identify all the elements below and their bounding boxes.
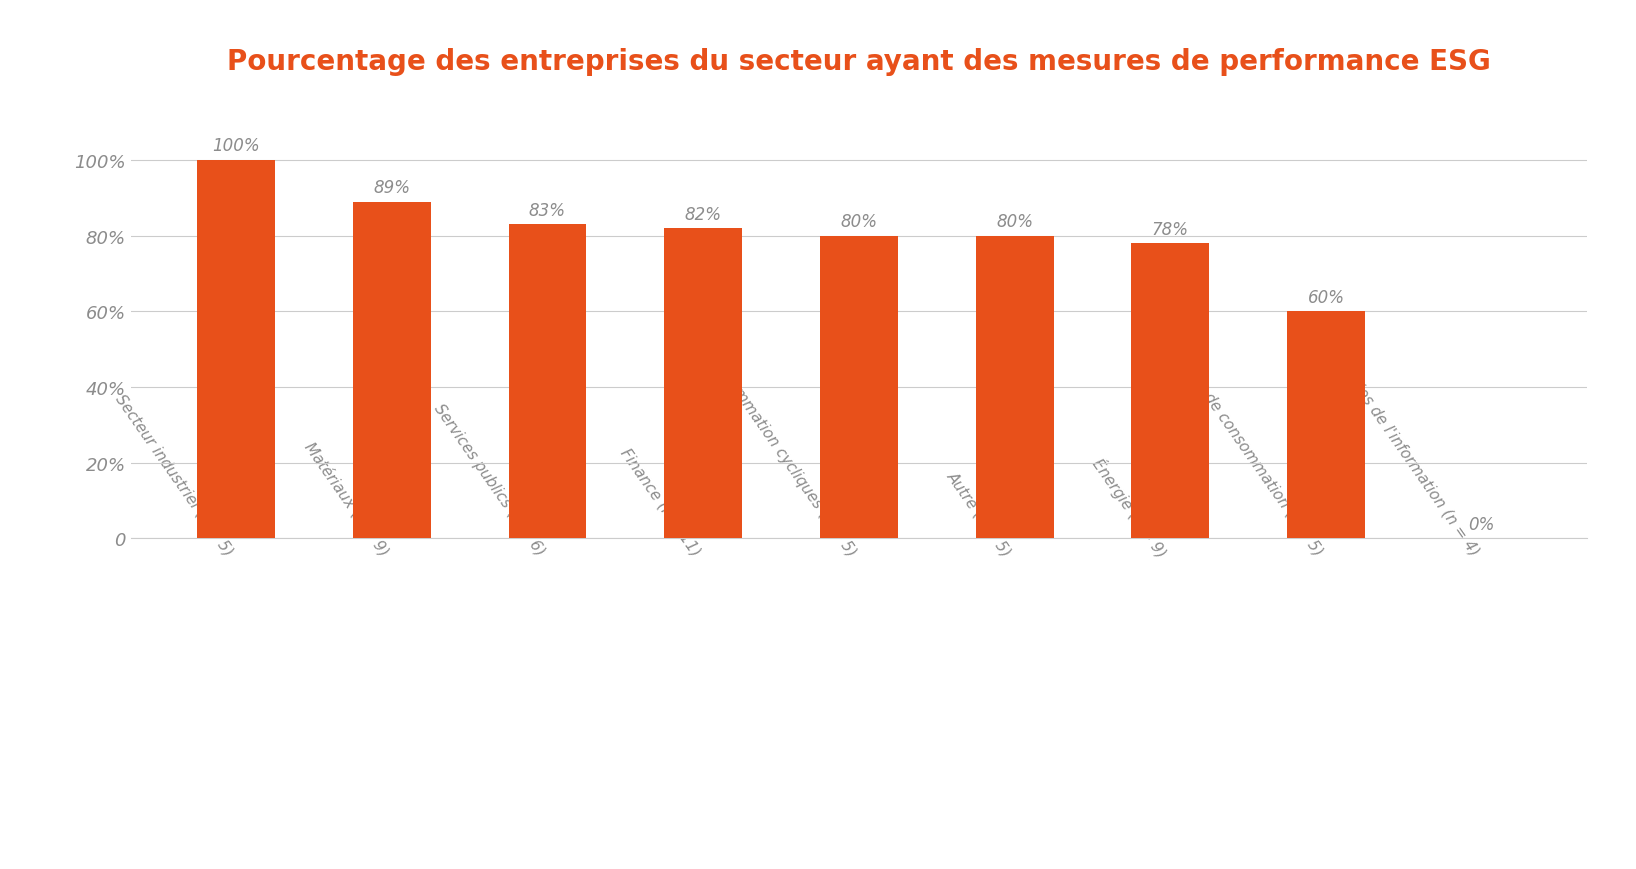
Bar bbox=[509, 225, 586, 539]
Bar bbox=[1288, 312, 1364, 539]
Text: 83%: 83% bbox=[528, 202, 566, 220]
Text: 78%: 78% bbox=[1152, 221, 1189, 238]
Text: 60%: 60% bbox=[1307, 289, 1345, 307]
Bar bbox=[196, 161, 275, 539]
Text: 82%: 82% bbox=[685, 205, 721, 223]
Bar bbox=[975, 236, 1054, 539]
Text: 89%: 89% bbox=[373, 179, 411, 197]
Title: Pourcentage des entreprises du secteur ayant des mesures de performance ESG: Pourcentage des entreprises du secteur a… bbox=[227, 48, 1490, 76]
Bar bbox=[664, 229, 743, 539]
Bar bbox=[1132, 244, 1209, 539]
Bar bbox=[820, 236, 898, 539]
Text: 0%: 0% bbox=[1469, 515, 1495, 533]
Text: 80%: 80% bbox=[996, 213, 1032, 231]
Bar bbox=[353, 202, 430, 539]
Text: 100%: 100% bbox=[213, 137, 260, 156]
Text: 80%: 80% bbox=[841, 213, 877, 231]
